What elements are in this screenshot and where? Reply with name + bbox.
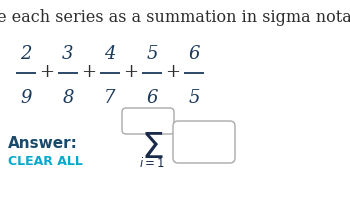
Text: 2: 2: [20, 45, 32, 63]
Text: 8: 8: [62, 89, 74, 107]
Text: 9: 9: [20, 89, 32, 107]
Text: 4: 4: [104, 45, 116, 63]
Text: 7: 7: [104, 89, 116, 107]
Text: 5: 5: [188, 89, 200, 107]
Text: $\Sigma$: $\Sigma$: [141, 131, 163, 165]
Text: CLEAR ALL: CLEAR ALL: [8, 155, 83, 168]
Text: 3: 3: [62, 45, 74, 63]
FancyBboxPatch shape: [122, 108, 174, 134]
Text: $i=1$: $i=1$: [139, 156, 165, 170]
FancyBboxPatch shape: [173, 121, 235, 163]
Text: +: +: [166, 63, 181, 81]
Text: 6: 6: [188, 45, 200, 63]
Text: Write each series as a summation in sigma notation.: Write each series as a summation in sigm…: [0, 9, 350, 26]
Text: 6: 6: [146, 89, 158, 107]
Text: 5: 5: [146, 45, 158, 63]
Text: Answer:: Answer:: [8, 136, 78, 151]
Text: +: +: [124, 63, 139, 81]
Text: +: +: [40, 63, 55, 81]
Text: +: +: [82, 63, 97, 81]
